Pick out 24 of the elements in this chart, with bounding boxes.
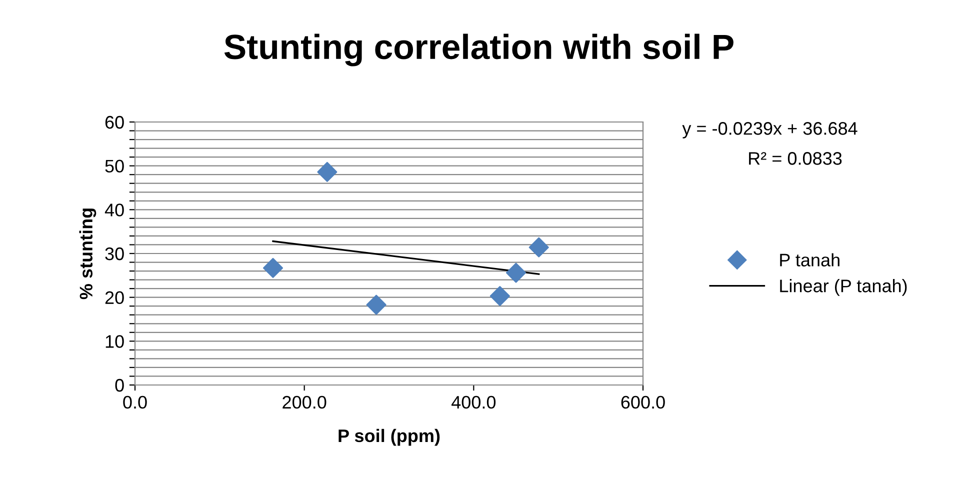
x-axis-title: P soil (ppm) [338, 428, 440, 446]
point [317, 162, 338, 182]
x-tick-label: 0.0 [123, 396, 147, 409]
text: R² = 0.0833 [749, 152, 842, 165]
y-tick-label: 20 [105, 291, 124, 304]
y-tick-label: 60 [105, 116, 124, 129]
legend-label: Linear (P tanah) [780, 279, 907, 296]
chart-title: Stunting correlation with soil P [224, 34, 734, 66]
y-tick-label: 40 [104, 204, 124, 216]
point [528, 237, 549, 258]
y-axis-title: % stunting [79, 208, 96, 300]
point [366, 294, 386, 315]
point [506, 262, 526, 283]
point [490, 286, 510, 306]
y-tick-label: 10 [106, 335, 124, 348]
x-tick-label: 600.0 [621, 396, 665, 409]
y-tick-label: 50 [105, 160, 124, 173]
point [262, 258, 284, 278]
x-tick-label: 400.0 [451, 396, 496, 409]
text: y = -0.0239x + 36.684 [682, 122, 858, 138]
legend-label: P tanah [780, 253, 840, 266]
y-tick-label: 0 [115, 378, 124, 392]
y-tick-label: 30 [105, 247, 124, 260]
x-tick-label: 200.0 [282, 396, 326, 409]
